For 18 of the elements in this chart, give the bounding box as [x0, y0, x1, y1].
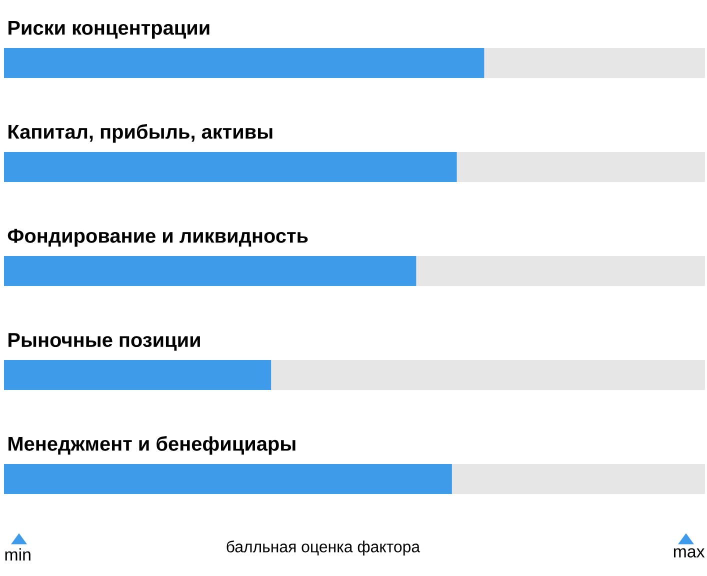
bar [484, 48, 706, 78]
bar [4, 48, 484, 78]
text: max [674, 548, 705, 558]
bar [4, 464, 452, 494]
y-tick-label: Риски концентрации [8, 20, 210, 39]
y-tick-label: Капитал, прибыль, активы [8, 124, 272, 143]
bar [452, 464, 706, 494]
bar [456, 152, 706, 182]
bar [4, 360, 272, 390]
bar [4, 256, 416, 286]
bar [416, 256, 706, 286]
y-tick-label: Менеджмент и бенефициары [8, 436, 296, 455]
bar [4, 152, 457, 182]
x-axis-title: балльная оценка фактора [226, 540, 420, 556]
y-tick-label: Фондирование и ликвидность [8, 228, 308, 247]
y-tick-label: Рыночные позиции [8, 333, 200, 351]
text: min [5, 548, 30, 560]
bar [271, 360, 706, 390]
